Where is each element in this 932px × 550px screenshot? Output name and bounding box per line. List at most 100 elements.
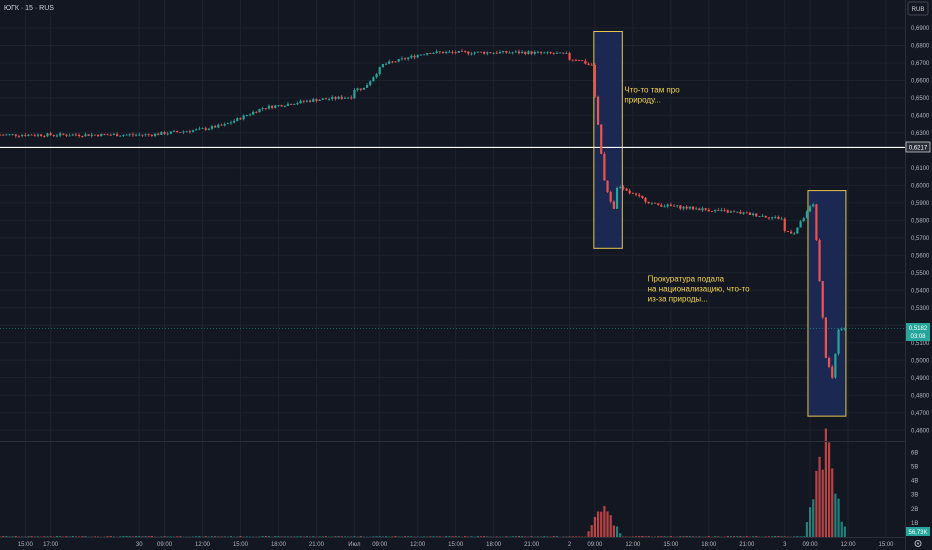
candle-body — [359, 88, 362, 90]
volume-bar — [33, 536, 36, 538]
candle-body — [381, 64, 384, 68]
volume-bar — [717, 536, 720, 537]
volume-bar — [55, 536, 59, 537]
price-tick-label: 0,6500 — [911, 96, 930, 102]
volume-bar — [448, 536, 451, 537]
volume-bar — [543, 536, 546, 537]
volume-bar — [179, 536, 182, 537]
volume-bar — [419, 536, 422, 538]
volume-bar — [115, 536, 119, 538]
candle-body — [543, 52, 546, 54]
volume-bar — [233, 536, 236, 538]
candle-body — [172, 131, 176, 132]
annotation-text[interactable]: природу... — [624, 96, 661, 105]
volume-bar — [745, 536, 748, 537]
highlight-rectangle[interactable] — [593, 31, 623, 249]
highlight-rectangle[interactable] — [807, 190, 847, 417]
candle-body — [739, 211, 742, 214]
candle-body — [521, 51, 524, 54]
volume-bar — [438, 536, 441, 537]
annotation-text[interactable]: Что-то там про — [624, 86, 680, 95]
price-tick-label: 0,5800 — [911, 219, 930, 225]
annotation-text[interactable]: Прокуратура подала — [648, 275, 725, 284]
candle-body — [783, 218, 786, 232]
volume-bar — [14, 536, 17, 537]
candle-body — [103, 133, 106, 135]
volume-bar — [540, 536, 543, 538]
candle-body — [62, 133, 65, 135]
volume-bar — [464, 536, 467, 537]
volume-bar — [258, 536, 261, 538]
volume-bar — [125, 536, 128, 537]
candle-body — [84, 134, 87, 137]
candle-body — [242, 115, 245, 120]
candle-body — [429, 52, 432, 54]
candle-body — [533, 51, 536, 54]
candle-body — [815, 204, 818, 241]
volume-value-tag — [906, 527, 930, 536]
annotation-text[interactable]: на национализацию, что-то — [648, 285, 751, 294]
candle-body — [676, 205, 679, 207]
candle-body — [502, 50, 505, 52]
currency-button[interactable] — [907, 1, 929, 16]
candle-body — [185, 131, 188, 133]
candle-body — [30, 134, 33, 136]
candle-body — [780, 218, 783, 220]
time-tick-label: Июл — [348, 542, 361, 548]
volume-bar — [21, 536, 24, 538]
volume-bar — [327, 536, 331, 538]
candle-body — [720, 209, 723, 211]
candle-body — [752, 213, 755, 216]
time-tick-label: 21:00 — [739, 542, 755, 548]
volume-bar — [641, 536, 644, 537]
candle-body — [391, 61, 394, 63]
volume-bar — [691, 536, 695, 537]
volume-tick-label: 1B — [911, 521, 918, 527]
candle-body — [435, 51, 438, 54]
annotation-text[interactable]: из-за природы... — [648, 295, 708, 304]
volume-bar — [824, 428, 827, 537]
price-tick-label: 0,5900 — [911, 201, 930, 207]
volume-bar — [445, 536, 448, 537]
volume-bar — [812, 499, 815, 537]
volume-bar — [296, 536, 299, 537]
volume-bar — [479, 536, 483, 537]
candle-body — [511, 52, 514, 54]
volume-tick-label: 2B — [911, 507, 918, 513]
time-tick-label: 15:00 — [233, 542, 249, 548]
volume-bar — [552, 536, 555, 537]
candle-body — [615, 187, 619, 209]
candle-body — [619, 187, 622, 188]
volume-bar — [770, 536, 774, 537]
price-tick-label: 0,4900 — [911, 376, 930, 382]
volume-bar — [372, 536, 375, 537]
volume-bar — [331, 536, 334, 538]
volume-bar — [350, 536, 353, 538]
candle-body — [365, 85, 369, 88]
candle-body — [568, 52, 571, 60]
candle-body — [562, 52, 565, 54]
volume-bar — [400, 536, 403, 538]
candle-body — [767, 217, 771, 219]
volume-bar — [729, 536, 733, 537]
volume-bar — [242, 536, 245, 538]
candle-body — [467, 51, 470, 54]
candle-body — [558, 52, 562, 54]
volume-bar — [96, 536, 100, 538]
candle-body — [540, 51, 543, 53]
volume-bar — [486, 536, 489, 537]
settings-icon[interactable] — [914, 540, 922, 547]
time-tick-label: 15:00 — [448, 542, 464, 548]
volume-bar — [2, 536, 5, 537]
candle-body — [438, 51, 441, 53]
currency-label: RUB — [912, 7, 925, 13]
volume-bar — [157, 536, 160, 538]
candle-body — [248, 114, 252, 116]
volume-bar — [17, 536, 21, 538]
candle-body — [736, 211, 739, 213]
volume-bar — [615, 526, 619, 537]
candle-body — [682, 206, 685, 209]
volume-bar — [138, 536, 141, 537]
volume-bar — [65, 536, 68, 537]
